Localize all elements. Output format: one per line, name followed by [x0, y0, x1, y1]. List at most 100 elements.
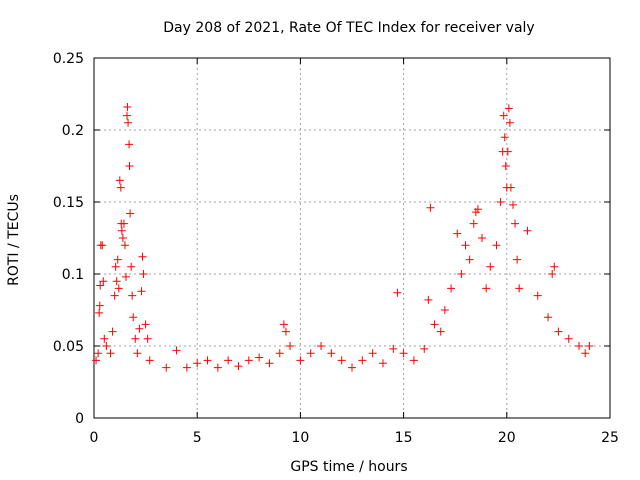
data-point	[447, 284, 456, 293]
data-point	[102, 342, 111, 350]
data-point	[337, 356, 346, 365]
data-point	[503, 147, 512, 156]
data-point	[129, 313, 138, 322]
data-point	[95, 308, 104, 317]
data-point	[424, 295, 433, 304]
data-point	[544, 313, 553, 322]
data-point	[137, 287, 146, 296]
data-point	[141, 320, 150, 329]
data-point	[296, 356, 305, 365]
data-point	[348, 363, 356, 372]
data-point	[127, 262, 136, 271]
data-point	[399, 349, 408, 358]
y-tick-label: 0.25	[53, 51, 84, 67]
data-point	[440, 306, 449, 314]
data-point	[121, 272, 130, 281]
data-point	[117, 226, 126, 235]
data-point	[244, 356, 253, 365]
data-point	[131, 334, 140, 343]
data-point	[124, 118, 133, 127]
data-point	[182, 363, 191, 372]
data-point	[265, 359, 274, 368]
y-tick-label: 0.2	[62, 123, 84, 139]
data-point	[143, 334, 152, 343]
data-point	[508, 200, 517, 209]
data-point	[457, 270, 466, 278]
data-point	[523, 226, 532, 235]
data-point	[114, 284, 123, 293]
data-point	[115, 176, 124, 185]
x-tick-label: 10	[291, 430, 309, 446]
data-point	[461, 241, 470, 250]
data-point	[128, 291, 137, 300]
data-point	[486, 262, 495, 271]
data-point	[581, 349, 590, 358]
data-point	[125, 162, 134, 170]
data-point	[469, 219, 478, 228]
data-point	[281, 327, 290, 336]
y-tick-label: 0.05	[53, 339, 84, 355]
data-point	[138, 252, 147, 261]
data-point	[511, 219, 520, 228]
data-point	[513, 255, 522, 264]
data-point	[95, 301, 104, 310]
data-points	[92, 102, 594, 372]
data-point	[133, 349, 142, 358]
data-point	[306, 349, 315, 358]
data-point	[113, 255, 122, 264]
data-point	[125, 140, 134, 149]
data-point	[550, 262, 559, 271]
data-point	[393, 288, 402, 297]
x-tick-label: 15	[395, 430, 413, 446]
data-point	[116, 183, 125, 192]
x-tick-label: 5	[193, 430, 202, 446]
data-point	[100, 334, 109, 343]
data-point	[92, 356, 101, 365]
data-point	[506, 183, 515, 192]
data-point	[378, 359, 387, 368]
data-point	[118, 234, 127, 242]
data-point	[585, 342, 594, 350]
data-point	[327, 349, 336, 358]
x-tick-label: 20	[498, 430, 516, 446]
data-point	[478, 234, 487, 242]
data-point	[123, 111, 132, 120]
data-point	[135, 324, 144, 333]
data-point	[389, 344, 398, 353]
data-point	[482, 284, 491, 293]
data-point	[492, 241, 501, 250]
data-point	[496, 198, 505, 206]
data-point	[420, 344, 429, 353]
data-point	[172, 346, 181, 355]
data-point	[126, 209, 135, 218]
data-point	[108, 327, 117, 336]
x-axis-ticks: 0 5 10 15 20 25	[90, 58, 619, 446]
data-point	[575, 342, 584, 350]
data-point	[99, 277, 108, 286]
data-point	[564, 334, 573, 343]
data-point	[286, 342, 295, 350]
x-axis-label: GPS time / hours	[290, 459, 407, 475]
data-point	[426, 203, 435, 212]
data-point	[548, 270, 557, 278]
data-point	[505, 118, 514, 127]
data-point	[409, 356, 418, 365]
data-point	[120, 241, 129, 250]
data-point	[98, 241, 107, 250]
y-axis-label: ROTI / TECUs	[6, 194, 22, 286]
data-point	[499, 111, 508, 120]
x-tick-label: 0	[90, 430, 99, 446]
data-point	[501, 162, 510, 170]
data-point	[554, 327, 563, 336]
data-point	[123, 102, 132, 111]
data-point	[436, 327, 445, 336]
data-point	[139, 270, 148, 278]
data-point	[162, 363, 171, 372]
data-point	[430, 320, 439, 329]
data-point	[368, 349, 377, 358]
data-point	[106, 349, 115, 358]
data-point	[533, 291, 542, 300]
data-point	[504, 104, 513, 113]
data-point	[145, 356, 154, 365]
